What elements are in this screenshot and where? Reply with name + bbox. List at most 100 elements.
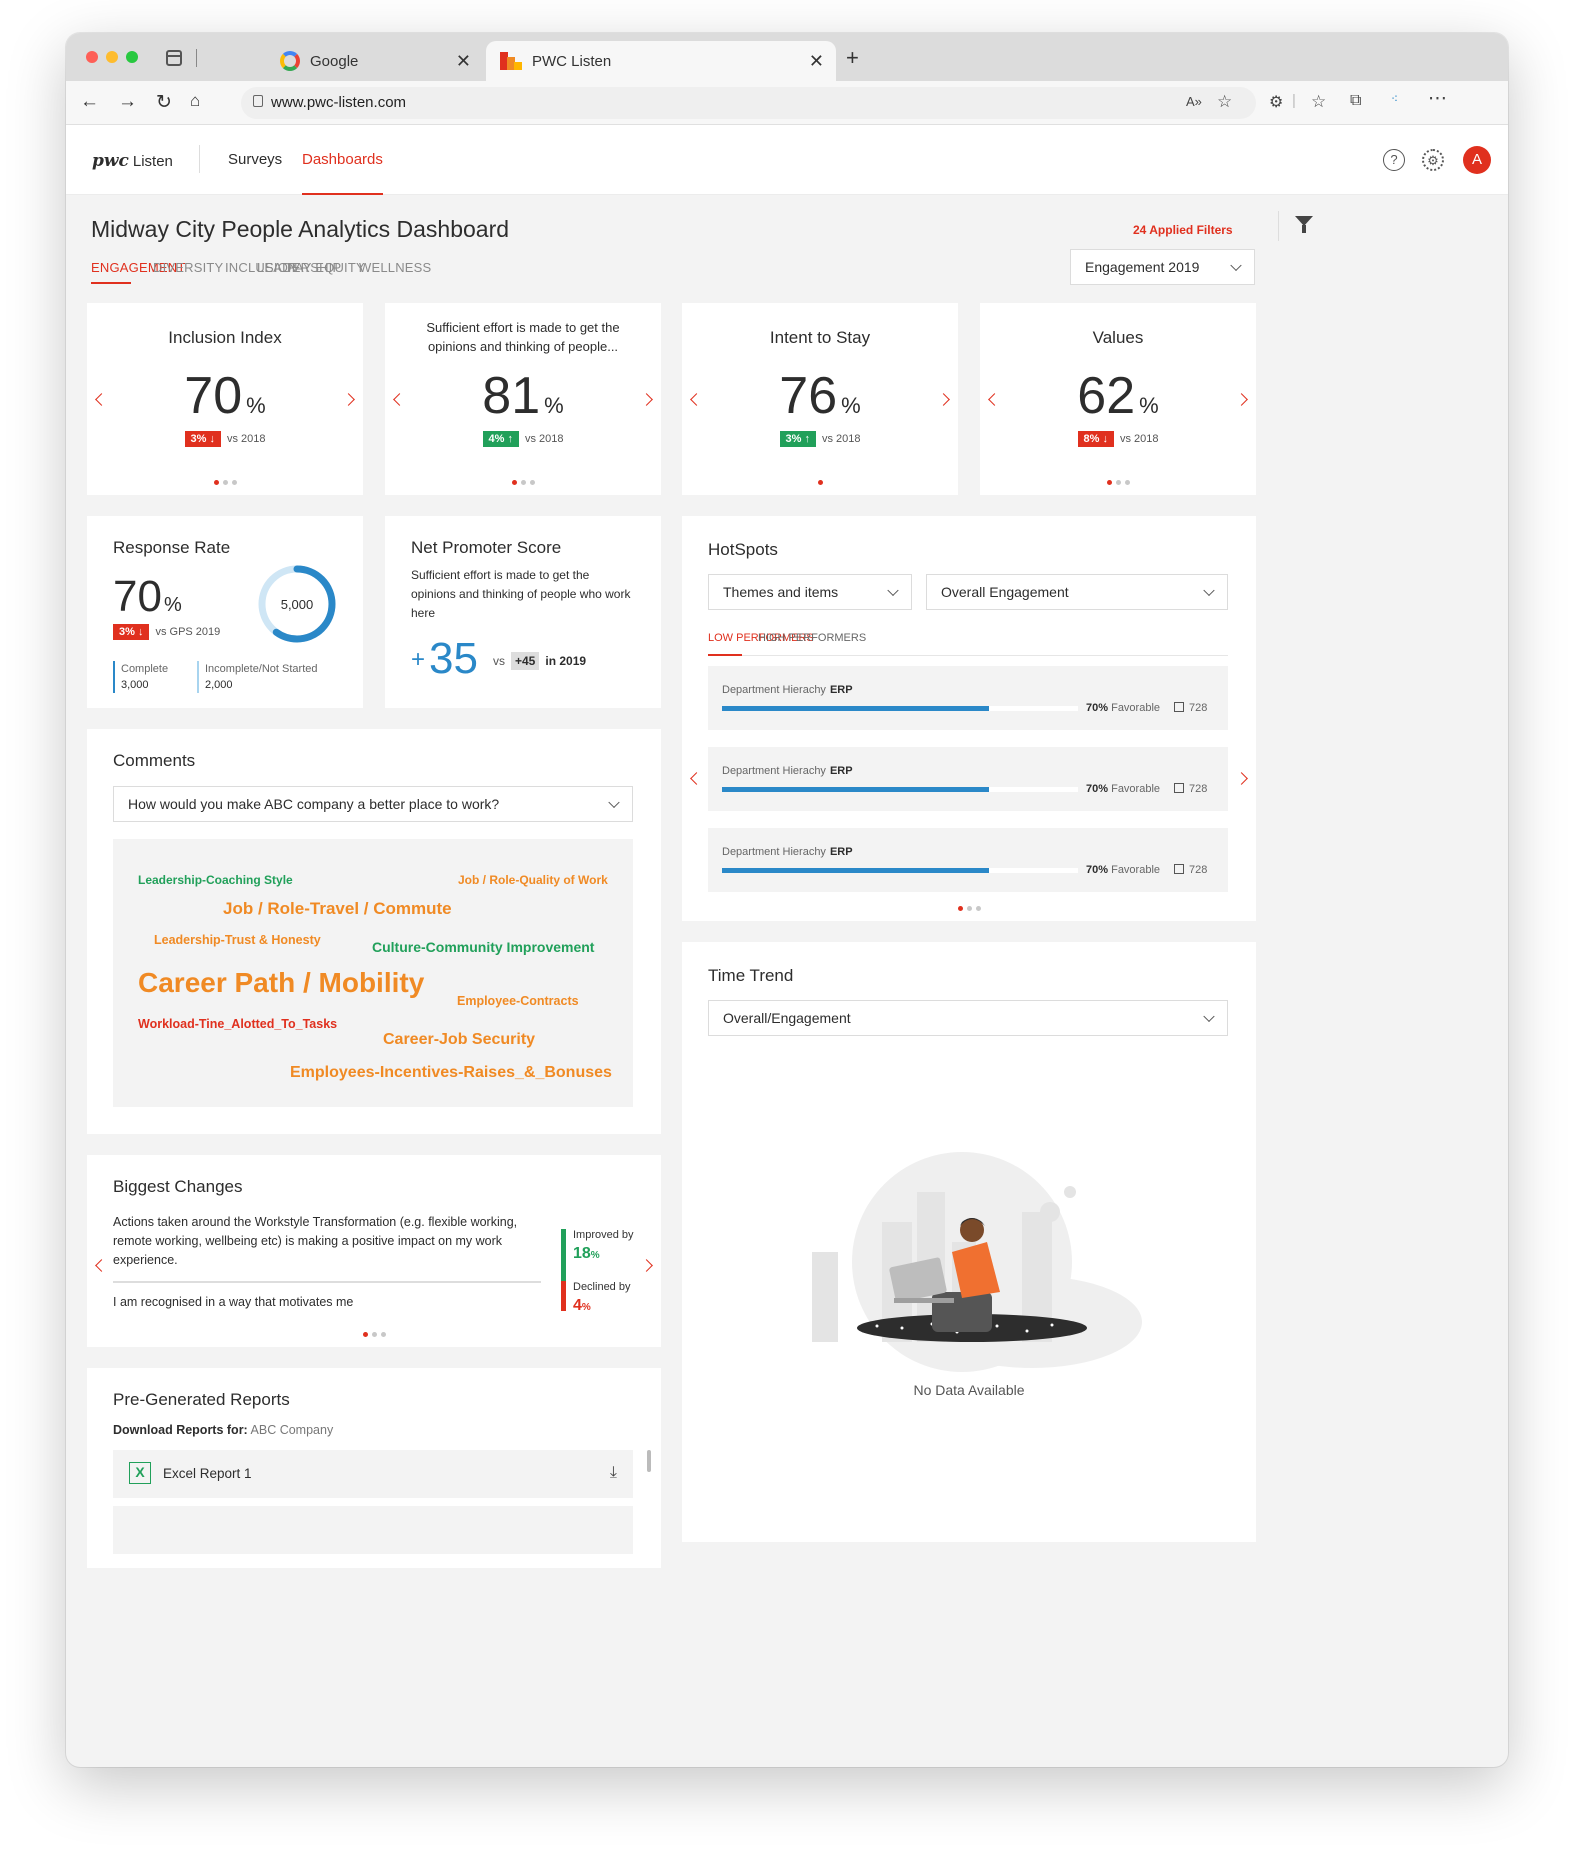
tab-google[interactable]: Google ✕ <box>206 41 551 81</box>
tab-low-performers[interactable]: Low Performers <box>708 632 814 644</box>
toolbar-separator: | <box>1292 92 1296 109</box>
survey-select[interactable]: Engagement 2019 <box>1070 249 1255 285</box>
add-favorite-icon[interactable]: ☆ <box>1217 92 1233 111</box>
more-icon[interactable]: ⋯ <box>1428 88 1447 109</box>
close-window-icon[interactable] <box>86 51 98 63</box>
window-controls[interactable] <box>86 51 138 63</box>
subtab-leadership[interactable]: Leadership <box>257 260 342 275</box>
hotspot-pct: 70% <box>1086 702 1109 714</box>
next-arrow-icon[interactable] <box>640 1259 653 1272</box>
no-data-message: No Data Available <box>913 1382 1025 1398</box>
legend-label: Incomplete/Not Started <box>205 663 318 675</box>
reload-icon[interactable]: ↻ <box>156 92 172 113</box>
forward-icon[interactable]: → <box>118 91 137 112</box>
kpi-card-sufficient-effort: Sufficient effort is made to get the opi… <box>385 303 661 495</box>
subtab-diversity[interactable]: Diversity <box>153 260 224 275</box>
word-cloud-term[interactable]: Job / Role-Quality of Work <box>458 873 608 887</box>
subtab-inclusion[interactable]: Inclusion <box>225 260 298 275</box>
subtab-pay-equity[interactable]: Pay Equity <box>287 260 365 275</box>
profile-dots-icon[interactable]: ⁖ <box>1391 92 1399 106</box>
hotspot-name: ERP <box>829 765 853 777</box>
delta-badge-down: 3% ↓ <box>184 431 221 447</box>
hotspot-pct: 70% <box>1086 783 1109 795</box>
hotspot-row[interactable]: Department Hierachy ERP 70% Favorable 728 <box>708 666 1228 730</box>
word-cloud-term[interactable]: Career-Job Security <box>383 1031 536 1048</box>
hotspot-label: Department Hierachy ERP <box>722 684 853 696</box>
home-icon[interactable]: ⌂ <box>190 91 201 110</box>
delta-value: 3% <box>785 433 802 445</box>
maximize-window-icon[interactable] <box>126 51 138 63</box>
tab-actions-icon[interactable] <box>166 50 182 66</box>
filter-icon[interactable] <box>1295 216 1313 233</box>
hotspot-label: Department Hierachy ERP <box>722 765 853 777</box>
kpi-title: Inclusion Index <box>168 328 282 347</box>
minimize-window-icon[interactable] <box>106 51 118 63</box>
response-rate-number: 70 <box>113 572 162 621</box>
url-field[interactable]: www.pwc-listen.com A» ☆ <box>241 87 1256 119</box>
kpi-card-inclusion-index: Inclusion Index 70% 3% ↓ vs 2018 <box>87 303 363 495</box>
kpi-value: 81% <box>385 366 661 426</box>
favorites-icon[interactable]: ☆ <box>1311 92 1327 111</box>
report-row[interactable] <box>113 1506 633 1554</box>
prev-arrow-icon[interactable] <box>690 772 703 785</box>
kpi-value: 70% <box>87 366 363 426</box>
hotspots-metric-select[interactable]: Overall Engagement <box>926 574 1228 610</box>
read-aloud-icon[interactable]: A» <box>1186 94 1202 109</box>
carousel-pager[interactable] <box>980 480 1256 485</box>
subtab-engagement[interactable]: Engagement <box>91 260 186 275</box>
close-tab-icon[interactable]: ✕ <box>808 50 824 71</box>
word-cloud-term[interactable]: Employee-Contracts <box>457 994 579 1008</box>
carousel-pager[interactable] <box>385 480 661 485</box>
carousel-pager[interactable] <box>87 1332 661 1337</box>
time-trend-select[interactable]: Overall/Engagement <box>708 1000 1228 1036</box>
word-cloud-term[interactable]: Job / Role-Travel / Commute <box>223 899 452 918</box>
pwc-favicon-icon <box>500 52 522 70</box>
next-arrow-icon[interactable] <box>1235 772 1248 785</box>
word-cloud-term[interactable]: Leadership-Trust & Honesty <box>154 933 321 947</box>
dashboard-subtabs: Engagement Diversity Inclusion Leadershi… <box>91 260 491 284</box>
collections-icon[interactable]: ⧉ <box>1350 92 1362 109</box>
word-cloud-term[interactable]: Culture-Community Improvement <box>372 939 595 955</box>
hotspot-row[interactable]: Department Hierachy ERP 70% Favorable 728 <box>708 828 1228 892</box>
user-avatar[interactable]: A <box>1463 146 1491 174</box>
tab-pwc-listen[interactable]: PWC Listen ✕ <box>486 41 836 81</box>
carousel-pager[interactable] <box>87 480 363 485</box>
carousel-pager[interactable] <box>682 906 1256 911</box>
address-bar: ← → ↻ ⌂ www.pwc-listen.com A» ☆ ⚙ | ☆ ⧉ … <box>66 81 1508 125</box>
extensions-icon[interactable]: ⚙ <box>1269 94 1284 111</box>
word-cloud-term[interactable]: Employees-Incentives-Raises_&_Bonuses <box>290 1064 612 1081</box>
pwc-listen-logo[interactable]: pwc Listen <box>92 151 173 171</box>
comments-question-select[interactable]: How would you make ABC company a better … <box>113 786 633 822</box>
nav-dashboards[interactable]: Dashboards <box>302 125 383 195</box>
hotspots-theme-select[interactable]: Themes and items <box>708 574 912 610</box>
back-icon[interactable]: ← <box>80 91 99 112</box>
settings-gear-icon[interactable]: ⚙ <box>1422 149 1444 171</box>
card-title: Comments <box>113 751 196 770</box>
declined-value: 4 <box>573 1297 582 1314</box>
change-item-declined: I am recognised in a way that motivates … <box>113 1295 354 1309</box>
word-cloud-term[interactable]: Career Path / Mobility <box>138 967 425 998</box>
tab-high-performers[interactable]: High Performers <box>758 632 867 644</box>
close-tab-icon[interactable]: ✕ <box>455 50 471 71</box>
subtab-wellness[interactable]: Wellness <box>359 260 432 275</box>
stat-value: 18% <box>573 1245 634 1263</box>
word-cloud-term[interactable]: Workload-Tine_Alotted_To_Tasks <box>138 1017 338 1031</box>
legend-value: 2,000 <box>205 679 233 691</box>
word-cloud-term[interactable]: Leadership-Coaching Style <box>138 873 293 887</box>
hotspot-row[interactable]: Department Hierachy ERP 70% Favorable 728 <box>708 747 1228 811</box>
nav-surveys[interactable]: Surveys <box>228 151 283 168</box>
download-icon[interactable]: ⤓ <box>609 1464 617 1481</box>
new-tab-icon[interactable]: + <box>846 45 859 70</box>
kpi-unit: % <box>544 393 564 418</box>
hotspot-value: 70% Favorable <box>1086 864 1160 876</box>
hotspot-value: 70% Favorable <box>1086 702 1160 714</box>
carousel-pager[interactable] <box>682 480 958 485</box>
report-row[interactable]: X Excel Report 1 ⤓ <box>113 1450 633 1498</box>
help-icon[interactable]: ? <box>1383 149 1405 171</box>
scrollbar[interactable] <box>647 1450 651 1472</box>
logo-subtext: Listen <box>132 153 173 170</box>
prev-arrow-icon[interactable] <box>95 1259 108 1272</box>
applied-filters-link[interactable]: 24 Applied Filters <box>1133 223 1233 237</box>
hotspot-bar <box>722 706 1078 711</box>
response-rate-unit: % <box>163 594 182 616</box>
